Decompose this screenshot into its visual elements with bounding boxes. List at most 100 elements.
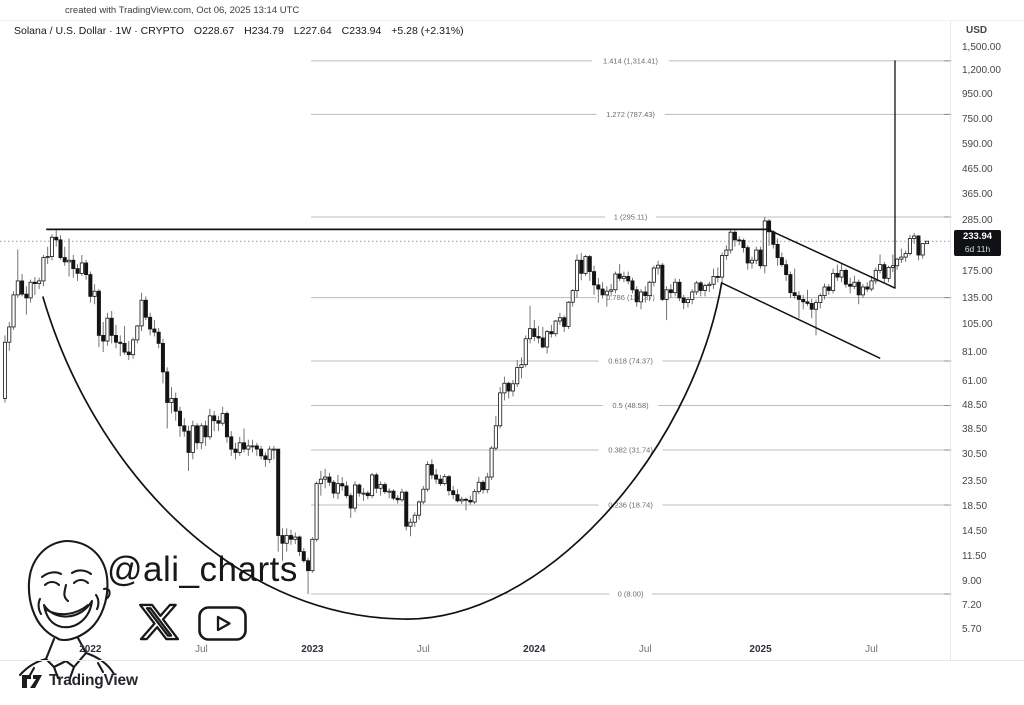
candle <box>323 468 328 489</box>
candle <box>246 439 251 456</box>
candle <box>647 280 652 302</box>
candle <box>28 279 33 303</box>
price-axis-label: 48.50 <box>962 400 988 412</box>
candle <box>796 291 801 319</box>
candle <box>32 277 37 295</box>
ohlc-low: L227.64 <box>293 25 332 37</box>
candle <box>408 518 413 537</box>
price-axis-label: 135.00 <box>962 293 993 305</box>
candle <box>49 234 54 261</box>
candle <box>481 480 486 494</box>
candle <box>843 268 848 288</box>
candle <box>318 470 323 496</box>
ohlc-open: O228.67 <box>193 25 235 37</box>
candle <box>639 289 644 310</box>
fib-level-label: 0 (8.00) <box>618 590 644 599</box>
candle <box>694 280 699 295</box>
candle <box>15 249 20 298</box>
candle <box>485 472 490 494</box>
price-axis-border <box>950 21 951 660</box>
candle <box>707 281 712 292</box>
candle <box>3 335 8 403</box>
youtube-icon <box>198 606 247 641</box>
candle <box>353 481 358 513</box>
candle <box>583 255 588 276</box>
candle <box>182 418 187 437</box>
candle <box>895 257 900 270</box>
candle <box>767 219 772 246</box>
candle <box>852 275 857 290</box>
candle <box>399 488 404 502</box>
pattern-annotations <box>42 60 896 620</box>
price-axis-label: 61.00 <box>962 376 988 388</box>
candle <box>724 245 729 260</box>
time-axis-label: 2024 <box>523 644 546 655</box>
fib-level-label: 1.414 (1,314.41) <box>603 56 659 65</box>
candle <box>310 537 315 573</box>
price-axis-label: 175.00 <box>962 266 993 278</box>
candle <box>58 235 63 260</box>
candle <box>596 277 601 303</box>
x-icon <box>139 603 180 641</box>
candle <box>45 246 50 265</box>
candle <box>886 265 891 283</box>
candle <box>404 490 409 531</box>
candle <box>387 488 392 499</box>
candle <box>839 264 844 283</box>
candle <box>425 461 430 492</box>
candle <box>71 255 76 278</box>
ohlc-high: H234.79 <box>244 25 284 37</box>
candle <box>745 245 750 270</box>
candlesticks <box>3 216 929 594</box>
candle <box>903 250 908 262</box>
candle <box>374 472 379 494</box>
tradingview-logo-text: TradingView <box>49 672 138 689</box>
price-axis-label: 30.50 <box>962 448 988 460</box>
candle <box>173 392 178 421</box>
candle <box>361 488 366 501</box>
candle <box>604 286 609 307</box>
candle <box>105 312 110 346</box>
candle <box>216 415 221 432</box>
candle <box>429 459 434 480</box>
price-axis-label: 1,200.00 <box>962 64 1001 76</box>
candle <box>664 286 669 321</box>
candle <box>651 265 656 287</box>
candle <box>421 485 426 505</box>
candle <box>207 408 212 440</box>
candle <box>878 254 883 274</box>
currency-label: USD <box>966 25 988 36</box>
handle-upper-trendline <box>767 228 896 289</box>
candle <box>335 474 340 500</box>
candle <box>873 267 878 285</box>
candle <box>37 277 42 290</box>
cup-curve <box>42 282 723 620</box>
candle <box>139 292 144 332</box>
candle <box>715 267 720 283</box>
candle <box>835 264 840 281</box>
candle <box>848 277 853 294</box>
candle <box>276 448 281 552</box>
candle <box>528 305 533 344</box>
fib-level-label: 1.272 (787.43) <box>606 110 655 119</box>
candle <box>523 335 528 368</box>
candle <box>609 284 614 297</box>
candle <box>417 500 422 520</box>
price-change: +5.28 (+2.31%) <box>391 25 464 37</box>
candle <box>515 360 520 387</box>
candle <box>24 286 29 315</box>
candle <box>865 282 870 292</box>
created-with-text: created with TradingView.com, Oct 06, 20… <box>65 5 300 16</box>
candle <box>818 293 823 309</box>
price-axis-label: 590.00 <box>962 139 993 151</box>
price-axis-label: 285.00 <box>962 215 993 227</box>
candle <box>643 286 648 303</box>
current-price-value: 233.94 <box>962 231 993 243</box>
candle <box>109 310 114 344</box>
candle <box>545 330 550 354</box>
candle <box>382 482 387 495</box>
candle <box>442 474 447 486</box>
candle <box>493 415 498 451</box>
candle <box>549 324 554 338</box>
